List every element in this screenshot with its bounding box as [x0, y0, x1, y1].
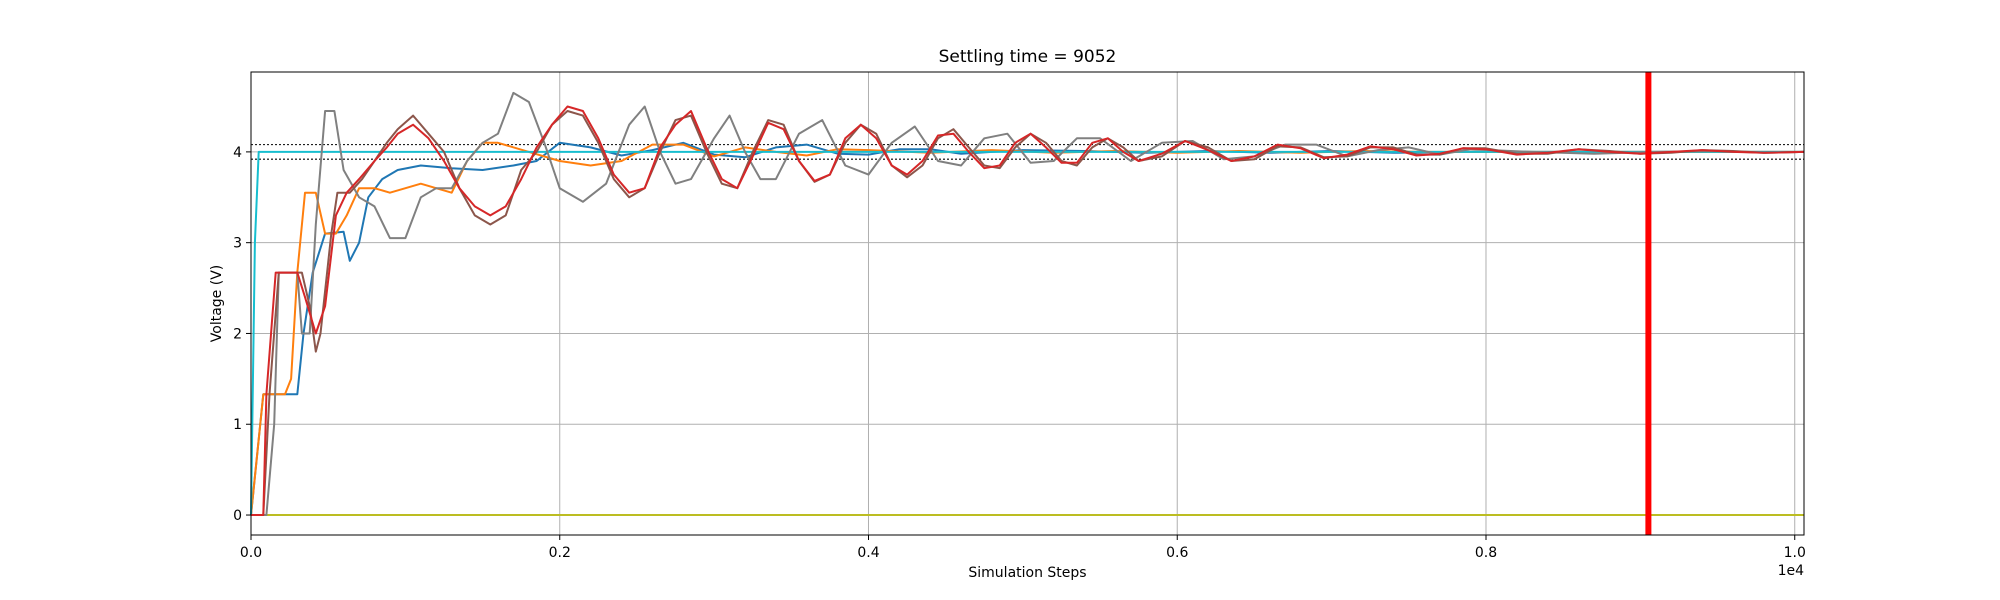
x-axis-ticks: 0.0 0.2 0.4 0.6 0.8 1.0 [240, 535, 1806, 561]
x-tick-label: 0.6 [1166, 545, 1188, 561]
x-axis-scale-label: 1e4 [1778, 563, 1805, 579]
y-tick-label: 0 [233, 508, 242, 524]
series-line [251, 91, 1805, 516]
y-tick-label: 2 [233, 326, 242, 342]
series-group [250, 91, 1805, 516]
x-tick-label: 1.0 [1784, 545, 1806, 561]
y-axis-title: Voltage (V) [209, 265, 225, 342]
y-axis-ticks: 0 1 2 3 4 [233, 145, 251, 524]
x-axis-title: Simulation Steps [968, 565, 1086, 581]
plot-frame [250, 71, 1805, 536]
x-tick-label: 0.4 [857, 545, 879, 561]
y-tick-label: 3 [233, 236, 242, 252]
series-line [251, 105, 1805, 516]
series-line [250, 150, 1804, 516]
x-tick-label: 0.0 [240, 545, 262, 561]
x-tick-label: 0.8 [1475, 545, 1497, 561]
chart-title: Settling time = 9052 [939, 47, 1117, 67]
y-tick-label: 1 [233, 417, 242, 433]
x-tick-label: 0.2 [549, 545, 571, 561]
y-tick-label: 4 [233, 145, 242, 161]
